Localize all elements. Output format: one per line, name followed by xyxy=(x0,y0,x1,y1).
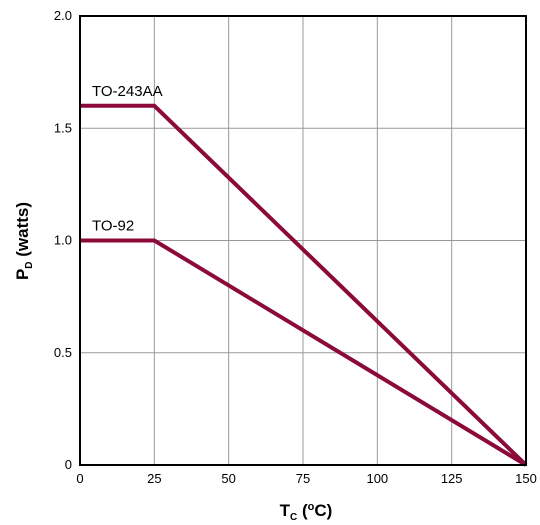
x-tick-label: 125 xyxy=(441,471,463,486)
y-tick-label: 1.0 xyxy=(54,233,72,248)
x-axis-label-unit: C) xyxy=(314,501,332,520)
x-axis-label-subscript: C xyxy=(290,512,297,523)
x-axis-label: TC (oC) xyxy=(280,501,333,523)
y-axis-label-unit: (watts) xyxy=(13,202,32,262)
y-axis-label-subscript: D xyxy=(24,261,35,268)
series-lines xyxy=(80,103,528,467)
x-axis-label-superscript: o xyxy=(308,501,315,513)
series-line xyxy=(80,238,528,467)
y-tick-label: 2.0 xyxy=(54,8,72,23)
y-axis-label-main: P xyxy=(13,269,32,280)
y-tick-label: 0 xyxy=(65,457,72,472)
x-tick-label: 0 xyxy=(76,471,83,486)
y-tick-label: 1.5 xyxy=(54,120,72,135)
series-labels: TO-243AA TO-92 xyxy=(92,83,163,235)
x-axis-label-open: ( xyxy=(297,501,308,520)
tick-labels: 0 25 50 75 100 125 150 0 0.5 1.0 1.5 2.0 xyxy=(54,8,537,486)
y-tick-label: 0.5 xyxy=(54,345,72,360)
x-tick-label: 75 xyxy=(296,471,310,486)
x-tick-label: 50 xyxy=(221,471,235,486)
x-tick-label: 25 xyxy=(147,471,161,486)
x-tick-label: 100 xyxy=(366,471,388,486)
plot-frame xyxy=(79,15,527,466)
series-label: TO-243AA xyxy=(92,83,163,100)
series-line xyxy=(80,103,528,467)
x-axis-label-main: T xyxy=(280,501,291,520)
x-tick-label: 150 xyxy=(515,471,537,486)
y-axis-label: PD (watts) xyxy=(13,202,35,280)
series-label: TO-92 xyxy=(92,218,134,235)
